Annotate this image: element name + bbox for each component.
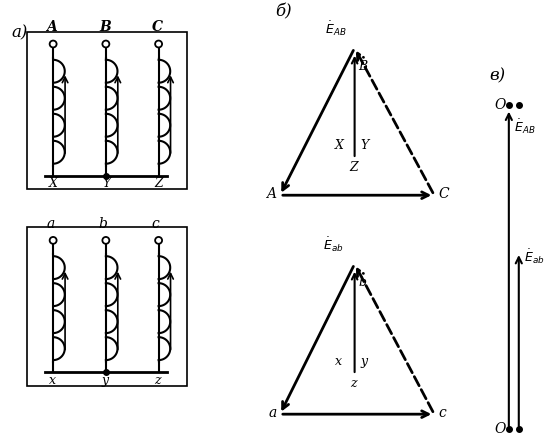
Text: X: X <box>335 139 344 152</box>
Text: б): б) <box>275 4 291 21</box>
Text: z: z <box>350 377 356 390</box>
Circle shape <box>49 41 57 47</box>
Circle shape <box>102 237 109 244</box>
Text: x: x <box>335 355 342 368</box>
Text: а): а) <box>11 25 28 41</box>
Text: a: a <box>268 406 276 420</box>
Text: C: C <box>438 187 449 201</box>
Text: в): в) <box>489 67 505 84</box>
Text: x: x <box>49 374 56 387</box>
Text: $\dot{E}_{AB}$: $\dot{E}_{AB}$ <box>514 118 535 136</box>
Bar <box>27 32 188 189</box>
Text: Y: Y <box>102 178 110 190</box>
Text: z: z <box>155 374 162 387</box>
Text: Y: Y <box>361 139 369 152</box>
Text: B: B <box>359 59 368 73</box>
Text: b: b <box>359 276 367 289</box>
Text: b: b <box>99 217 108 231</box>
Text: A: A <box>46 20 57 34</box>
Circle shape <box>155 237 162 244</box>
Circle shape <box>49 237 57 244</box>
Text: $\dot{E}_{ab}$: $\dot{E}_{ab}$ <box>323 235 344 254</box>
Bar <box>27 227 188 386</box>
Circle shape <box>155 41 162 47</box>
Text: B: B <box>99 20 110 34</box>
Text: $\dot{E}_{AB}$: $\dot{E}_{AB}$ <box>325 20 346 38</box>
Text: y: y <box>102 374 109 387</box>
Text: O: O <box>495 422 506 436</box>
Text: C: C <box>152 20 163 34</box>
Text: A: A <box>266 187 276 201</box>
Text: Z: Z <box>350 161 359 173</box>
Text: y: y <box>361 355 368 368</box>
Text: Z: Z <box>155 178 163 190</box>
Text: c: c <box>438 406 446 420</box>
Text: O: O <box>495 98 506 112</box>
Circle shape <box>102 41 109 47</box>
Text: c: c <box>152 217 159 231</box>
Text: a: a <box>46 217 54 231</box>
Text: X: X <box>49 178 58 190</box>
Text: $\dot{E}_{ab}$: $\dot{E}_{ab}$ <box>524 248 544 266</box>
